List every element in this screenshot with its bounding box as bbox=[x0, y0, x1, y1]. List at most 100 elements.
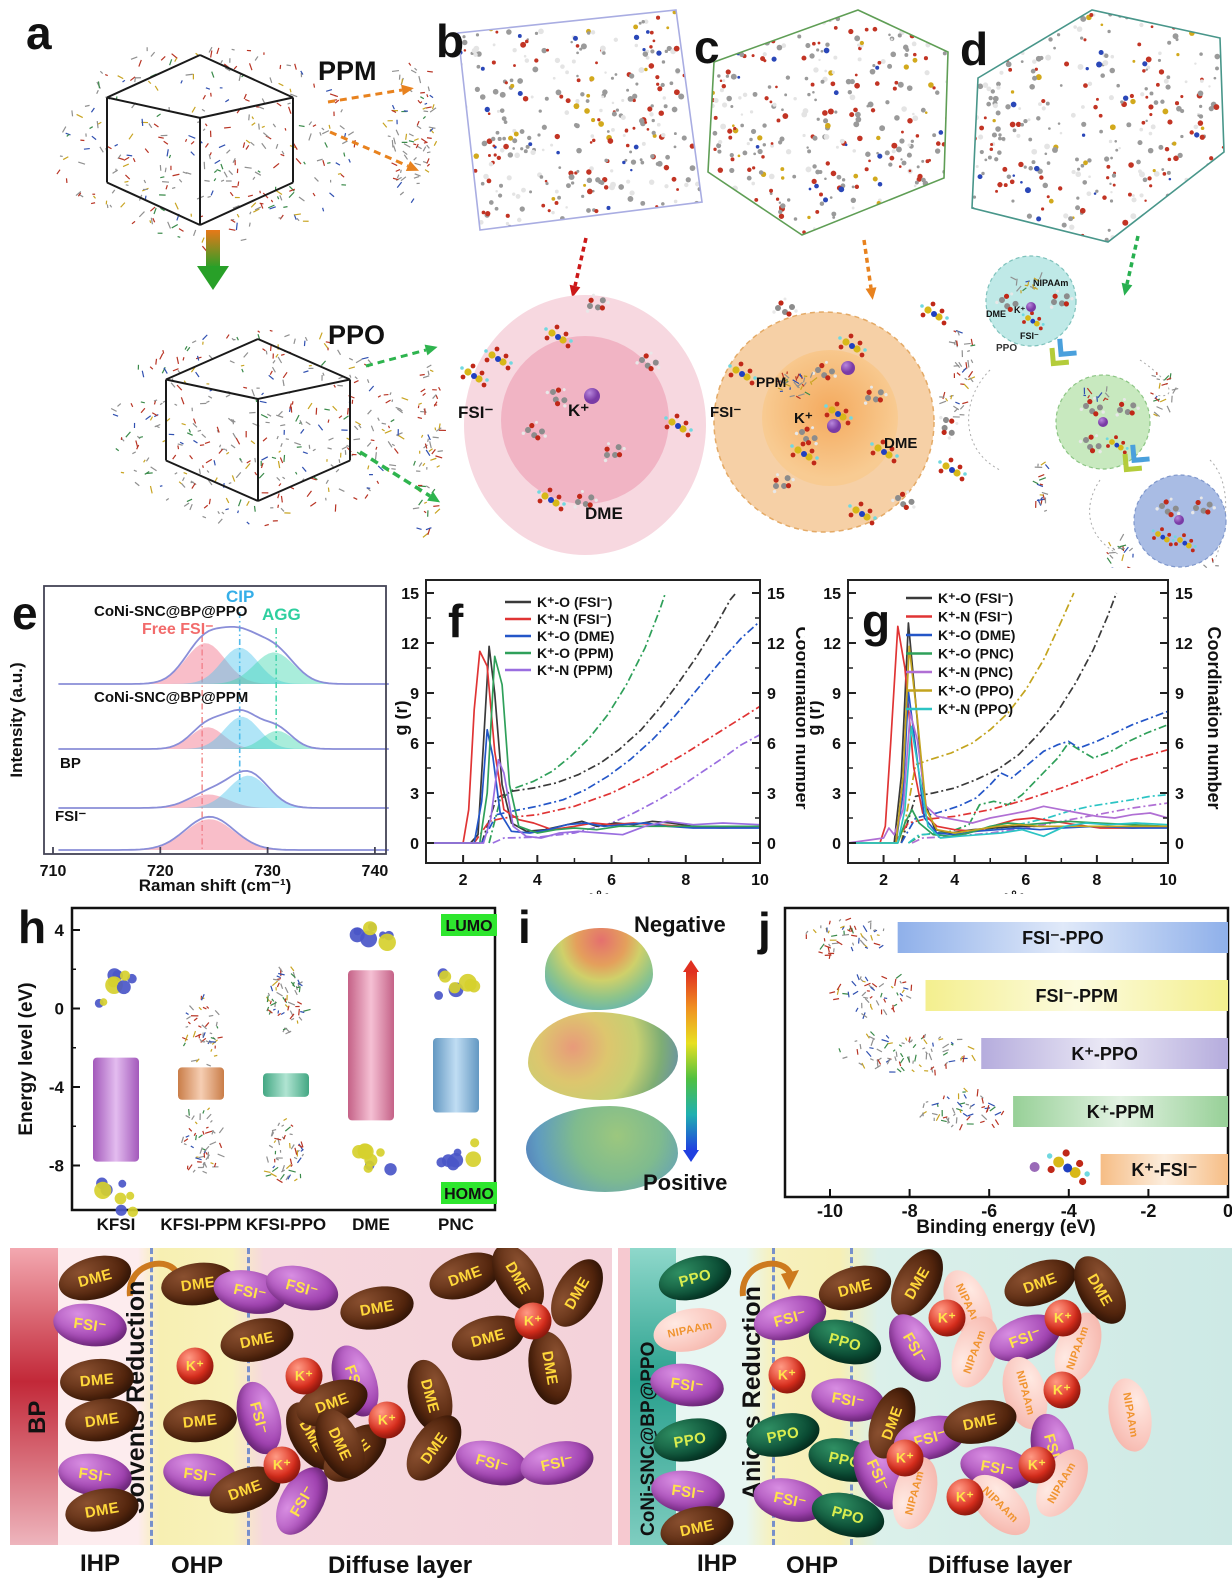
particle-k: K⁺ bbox=[263, 1446, 301, 1484]
bp-interface-panel: BP Solvents Reduction DME FSI⁻ DME DME FSI⁻ D… bbox=[10, 1248, 612, 1545]
particle-k: K⁺ bbox=[886, 1439, 924, 1477]
svg-text:Energy level (eV): Energy level (eV) bbox=[16, 982, 37, 1135]
svg-text:K⁺-PPM: K⁺-PPM bbox=[1087, 1102, 1155, 1122]
ihp-ohp-divider bbox=[150, 1248, 153, 1545]
svg-text:0: 0 bbox=[1175, 836, 1184, 853]
panel-label-d: d bbox=[960, 23, 989, 75]
b-k-label: K⁺ bbox=[568, 401, 590, 420]
svg-text:12: 12 bbox=[767, 636, 785, 653]
svg-text:2: 2 bbox=[879, 872, 888, 889]
particle-dme: DME bbox=[522, 1327, 578, 1409]
particle-k: K⁺ bbox=[928, 1299, 966, 1337]
particle-k: K⁺ bbox=[768, 1356, 806, 1394]
svg-text:Free FSI⁻: Free FSI⁻ bbox=[142, 621, 214, 638]
rdf-plot-ppm: 2 4 6 8 10 0 0 3 3 6 6 9 9 12 12 15 15 r (Å) g (r) Coordina… bbox=[395, 579, 805, 894]
svg-text:AGG: AGG bbox=[262, 605, 301, 624]
b-dme-label: DME bbox=[585, 504, 623, 523]
coni-interface-panel: CoNi-SNC@BP@PPO Anions Reduction PPO NIPA… bbox=[618, 1248, 1232, 1545]
svg-text:-2: -2 bbox=[1140, 1201, 1156, 1221]
svg-text:r (Å): r (Å) bbox=[575, 891, 612, 894]
svg-text:-6: -6 bbox=[981, 1201, 997, 1221]
particle-dme: DME bbox=[62, 1394, 142, 1446]
svg-text:-4: -4 bbox=[1061, 1201, 1077, 1221]
svg-text:0: 0 bbox=[1223, 1201, 1232, 1221]
svg-text:CIP: CIP bbox=[226, 587, 254, 606]
svg-text:K⁺-FSI⁻: K⁺-FSI⁻ bbox=[1131, 1160, 1197, 1180]
d-ppo-label: PPO bbox=[996, 343, 1018, 354]
energy-level-plot: 4 0 -4 -8 Energy level (eV) KFSI KFSI-PPM KFSI-… bbox=[16, 906, 497, 1234]
svg-text:g (r): g (r) bbox=[810, 701, 824, 736]
svg-text:K⁺-N (PNC): K⁺-N (PNC) bbox=[938, 664, 1013, 680]
panel-divider-strip bbox=[618, 1248, 630, 1545]
binding-energy-plot: FSI⁻-PPO FSI⁻-PPM K⁺-PPO K⁺-PPM K⁺-FSI⁻ -10 -8… bbox=[783, 906, 1232, 1236]
c-dme-label: DME bbox=[884, 435, 918, 452]
coni-solvation-particles: PPO NIPAAm FSI⁻ PPO FSI⁻ DME FSI⁻ PPO FSI⁻ DME PPO… bbox=[618, 1248, 1232, 1545]
particle-dme: DME bbox=[336, 1280, 418, 1336]
svg-text:12: 12 bbox=[401, 636, 419, 653]
svg-text:6: 6 bbox=[767, 736, 776, 753]
svg-text:3: 3 bbox=[767, 786, 776, 803]
particle-k: K⁺ bbox=[368, 1401, 406, 1439]
c-fsi-label: FSI⁻ bbox=[710, 404, 742, 421]
svg-text:Binding energy (eV): Binding energy (eV) bbox=[916, 1217, 1095, 1236]
esp-map-ppo bbox=[526, 1106, 678, 1192]
particle-dme: DME bbox=[61, 1482, 143, 1538]
svg-text:6: 6 bbox=[410, 736, 419, 753]
svg-text:FSI⁻: FSI⁻ bbox=[55, 808, 86, 825]
particle-k: K⁺ bbox=[285, 1357, 323, 1395]
svg-text:4: 4 bbox=[533, 872, 542, 889]
svg-text:4: 4 bbox=[950, 872, 959, 889]
svg-text:6: 6 bbox=[1021, 872, 1030, 889]
svg-text:10: 10 bbox=[751, 872, 769, 889]
svg-text:r (Å): r (Å) bbox=[990, 891, 1027, 894]
bp-solvation-particles: DME FSI⁻ DME DME FSI⁻ DME DME FSI⁻ DME DME FSI⁻ DME… bbox=[10, 1248, 612, 1545]
svg-text:720: 720 bbox=[147, 863, 174, 880]
svg-text:-10: -10 bbox=[817, 1201, 843, 1221]
svg-text:K⁺-N (FSI⁻): K⁺-N (FSI⁻) bbox=[537, 611, 612, 627]
svg-text:K⁺-O (DME): K⁺-O (DME) bbox=[537, 628, 614, 644]
svg-text:730: 730 bbox=[254, 863, 281, 880]
esp-negative-label: Negative bbox=[634, 912, 726, 937]
svg-text:K⁺-O (FSI⁻): K⁺-O (FSI⁻) bbox=[537, 594, 612, 610]
rdf-plot-ppo: 2 4 6 8 10 0 0 3 3 6 6 9 9 12 12 15 15 r (Å) g (r) Coordina… bbox=[810, 579, 1224, 894]
panel-label-c: c bbox=[694, 21, 720, 73]
particle-fsi: FSI⁻ bbox=[516, 1434, 598, 1492]
zone-label-ohp-left: OHP bbox=[170, 1552, 224, 1579]
svg-text:15: 15 bbox=[401, 586, 419, 603]
svg-text:9: 9 bbox=[767, 686, 776, 703]
particle-dme: DME bbox=[58, 1355, 136, 1405]
svg-text:KFSI: KFSI bbox=[97, 1215, 136, 1234]
particle-ppo: PPO bbox=[649, 1412, 731, 1468]
zone-label-diffuse-right: Diffuse layer bbox=[927, 1552, 1073, 1579]
panel-label-b: b bbox=[436, 15, 465, 67]
svg-text:0: 0 bbox=[55, 1000, 64, 1019]
ppm-polymer-label: PPM bbox=[318, 56, 377, 86]
d-fsi-label: FSI⁻ bbox=[1020, 331, 1039, 341]
d-k-label: K⁺ bbox=[1014, 305, 1026, 315]
raman-spectra-plot: 710 720 730 740 Raman shift (cm⁻¹) Intensity … bbox=[8, 585, 390, 894]
svg-text:K⁺-N (FSI⁻): K⁺-N (FSI⁻) bbox=[938, 609, 1013, 625]
svg-text:3: 3 bbox=[410, 786, 419, 803]
svg-text:9: 9 bbox=[410, 686, 419, 703]
md-simulation-panels bbox=[56, 9, 1227, 568]
esp-map-fsi bbox=[545, 928, 653, 1010]
svg-text:6: 6 bbox=[832, 736, 841, 753]
zone-label-ohp-right: OHP bbox=[785, 1552, 839, 1579]
svg-text:6: 6 bbox=[1175, 736, 1184, 753]
svg-text:2: 2 bbox=[459, 872, 468, 889]
particle-nipaam: NIPAAm bbox=[649, 1301, 731, 1359]
ihp-ohp-divider bbox=[772, 1248, 775, 1545]
panel-label-f: f bbox=[448, 595, 464, 647]
svg-text:Coordination number: Coordination number bbox=[792, 627, 805, 810]
svg-text:FSI⁻-PPO: FSI⁻-PPO bbox=[1022, 928, 1104, 948]
d-nipaam-label: NIPAAm bbox=[1033, 278, 1069, 288]
particle-dme: DME bbox=[53, 1248, 137, 1308]
svg-text:740: 740 bbox=[362, 863, 389, 880]
particle-fsi: FSI⁻ bbox=[647, 1359, 727, 1411]
ppo-polymer-label: PPO bbox=[328, 320, 386, 350]
particle-k: K⁺ bbox=[514, 1302, 552, 1340]
zone-label-ihp-right: IHP bbox=[696, 1550, 738, 1577]
zone-label-diffuse-left: Diffuse layer bbox=[327, 1552, 473, 1579]
svg-text:CoNi-SNC@BP@PPM: CoNi-SNC@BP@PPM bbox=[94, 689, 248, 706]
